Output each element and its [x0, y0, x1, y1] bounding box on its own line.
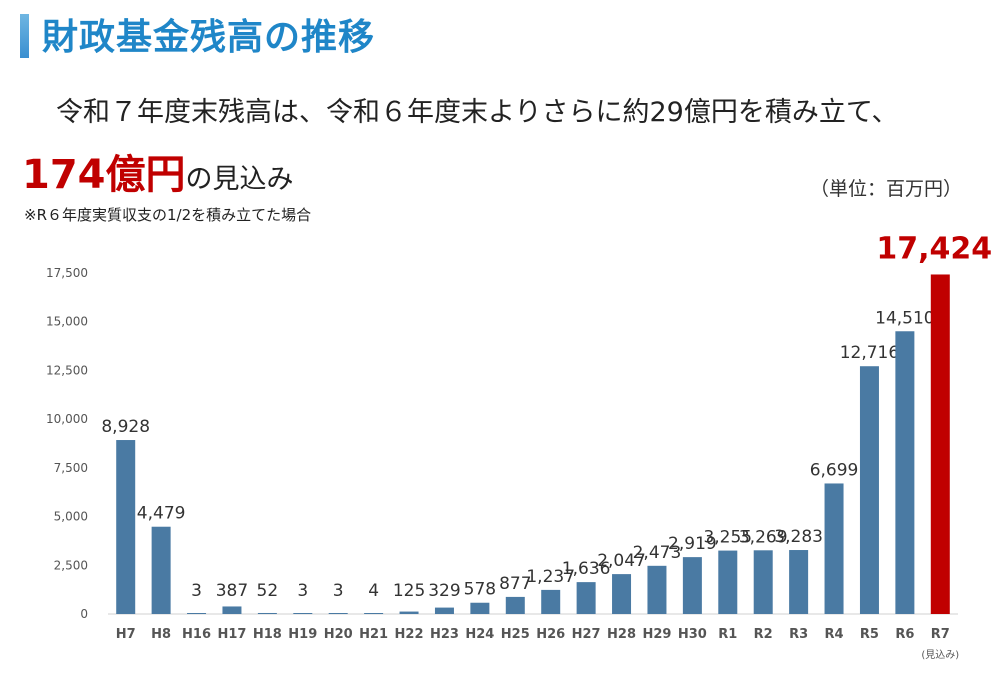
bar: [718, 550, 738, 614]
bar: [576, 582, 596, 614]
data-label: 2,047: [597, 551, 646, 571]
amount-highlight: 174億円: [22, 152, 186, 198]
bar: [789, 550, 809, 614]
x-tick-label: R7: [931, 627, 950, 642]
x-tick-label: H18: [253, 627, 282, 642]
data-label: 2,473: [633, 543, 682, 563]
data-label: 2,919: [668, 534, 717, 554]
y-tick-label: 12,500: [46, 363, 88, 377]
x-tick-label: H29: [642, 627, 671, 642]
y-tick-label: 17,500: [46, 266, 88, 280]
data-label: 578: [464, 580, 496, 600]
x-tick-label: H19: [288, 627, 317, 642]
bar: [187, 613, 207, 614]
y-tick-label: 10,000: [46, 412, 88, 426]
data-label: 8,928: [101, 417, 150, 437]
x-tick-label: H23: [430, 627, 459, 642]
x-tick-label: H20: [324, 627, 353, 642]
bar: [859, 366, 879, 614]
data-label: 3: [333, 581, 344, 601]
bar: [151, 526, 171, 614]
bar: [399, 611, 419, 614]
bar: [116, 440, 136, 614]
data-label: 6,699: [810, 460, 859, 480]
summary-line: 174億円の見込み: [22, 142, 294, 200]
x-tick-label: H16: [182, 627, 211, 642]
data-label: 125: [393, 581, 425, 601]
bar: [647, 565, 667, 614]
headline: 令和７年度末残高は、令和６年度末よりさらに約29億円を積み立て、: [56, 97, 899, 128]
x-tick-label: R6: [895, 627, 914, 642]
x-tick-label: H17: [217, 627, 246, 642]
bar: [293, 613, 313, 614]
y-tick-label: 0: [80, 607, 88, 621]
bar: [824, 483, 844, 614]
x-tick-label: R5: [860, 627, 879, 642]
data-label: 3: [297, 581, 308, 601]
bar: [505, 596, 525, 614]
amount-suffix: の見込み: [185, 164, 294, 195]
bar: [682, 557, 702, 614]
bar: [541, 589, 561, 614]
data-label: 52: [257, 581, 279, 601]
data-label: 3: [191, 581, 202, 601]
data-label: 1,636: [562, 559, 611, 579]
x-tick-label: R1: [718, 627, 737, 642]
data-label: 12,716: [840, 343, 899, 363]
data-label: 14,510: [875, 308, 934, 328]
bar: [930, 274, 950, 614]
y-tick-label: 2,500: [54, 558, 88, 572]
page-title: 財政基金残高の推移: [42, 17, 376, 58]
x-tick-label: R3: [789, 627, 808, 642]
y-tick-label: 15,000: [46, 315, 88, 329]
x-tick-label: H30: [678, 627, 707, 642]
data-label: 3,255: [703, 528, 752, 548]
x-tick-label: H25: [501, 627, 530, 642]
x-tick-label: H27: [572, 627, 601, 642]
x-tick-label: H21: [359, 627, 388, 642]
x-tick-label: H7: [116, 627, 136, 642]
title-accent-bar: [20, 14, 29, 58]
bar: [434, 607, 454, 614]
x-tick-label: H24: [465, 627, 494, 642]
y-tick-label: 7,500: [54, 461, 88, 475]
y-tick-label: 5,000: [54, 510, 88, 524]
bar: [222, 606, 242, 614]
x-tick-label: H8: [151, 627, 171, 642]
x-tick-label: R2: [754, 627, 773, 642]
bar: [470, 602, 490, 614]
data-label: 17,424: [876, 231, 992, 266]
bar: [895, 331, 915, 614]
data-label: 877: [499, 574, 531, 594]
bar: [257, 612, 277, 614]
data-label: 4,479: [137, 504, 186, 524]
x-tick-label: R4: [825, 627, 844, 642]
x-tick-label: H22: [395, 627, 424, 642]
data-label: 387: [216, 581, 248, 601]
bar: [364, 613, 384, 614]
bar: [753, 550, 773, 614]
data-label: 3,269: [739, 527, 788, 547]
x-tick-label: H28: [607, 627, 636, 642]
data-label: 329: [428, 581, 460, 601]
bar: [328, 613, 348, 614]
bar: [612, 574, 632, 614]
data-label: 3,283: [774, 527, 823, 547]
projection-note: (見込み): [921, 649, 959, 661]
data-label: 1,237: [526, 567, 575, 587]
footnote: ※R６年度実質収支の1/2を積み立てた場合: [24, 206, 312, 224]
unit-label: （単位：百万円）: [810, 178, 963, 200]
data-label: 4: [368, 581, 379, 601]
x-tick-label: H26: [536, 627, 565, 642]
